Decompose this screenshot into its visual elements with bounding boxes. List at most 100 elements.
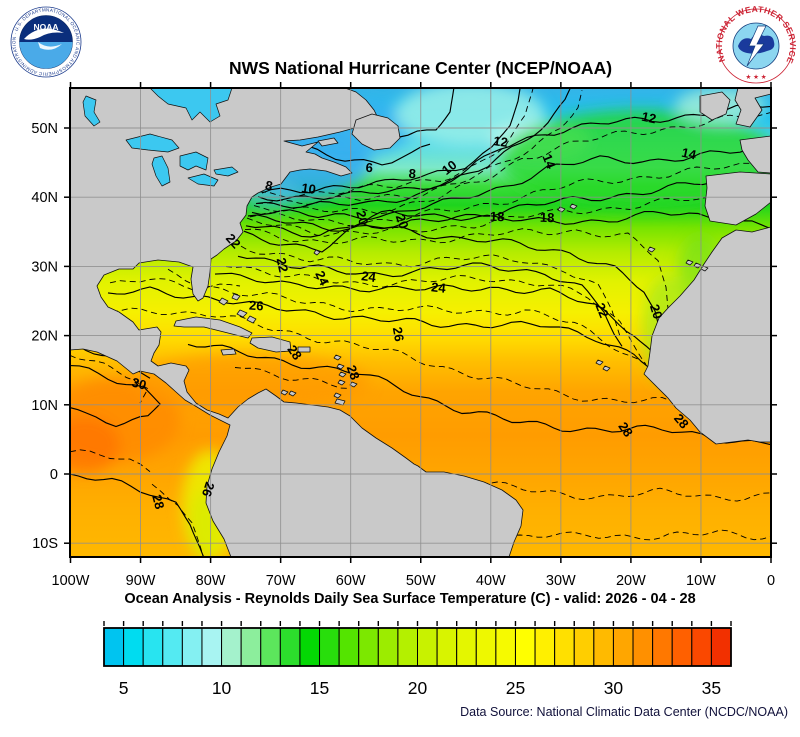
contour-label: 24 — [312, 268, 332, 288]
nws-logo: NATIONAL WEATHER SERVICE ★ ★ ★ — [716, 4, 796, 84]
cuba-island — [173, 316, 253, 339]
contour-line-18 — [245, 209, 771, 238]
contour-line-10 — [257, 88, 571, 202]
colorbar-segment — [710, 627, 732, 667]
nws-stars: ★ ★ ★ — [745, 73, 766, 81]
contour-line-28 — [187, 343, 771, 446]
contour-line-15 — [249, 162, 771, 226]
contour-label: 20 — [353, 209, 371, 227]
contour-label: 30 — [130, 375, 148, 393]
contour-label: 8 — [264, 178, 274, 194]
ireland — [699, 91, 731, 121]
contour-line-30 — [70, 365, 161, 428]
contour-label: 12 — [492, 133, 508, 150]
colorbar-tick-label: 15 — [310, 678, 329, 698]
contour-label: 26 — [249, 298, 264, 314]
axis-ticks — [64, 82, 777, 563]
x-axis-tick-label: 100W — [52, 573, 90, 589]
colorbar-segment — [103, 627, 125, 667]
y-axis-tick-label: 10S — [32, 536, 58, 552]
colorbar-segment — [260, 627, 281, 667]
contour-line-6 — [307, 143, 431, 166]
contour-line-28 — [70, 473, 205, 557]
colorbar-segment — [612, 627, 634, 667]
contour-line-12 — [255, 104, 771, 209]
contour-line-27 — [111, 307, 771, 425]
colorbar-segment — [377, 627, 399, 667]
contour-line-16 — [247, 177, 771, 232]
colorbar-segment — [456, 627, 477, 667]
contour-label: 28 — [149, 493, 167, 511]
france — [739, 135, 771, 174]
grid-lines — [70, 88, 771, 557]
contour-label: 26 — [199, 480, 218, 498]
colorbar: 5 10 15 20 25 30 35 — [103, 621, 732, 698]
colorbar-segment — [495, 627, 516, 667]
contour-line-8 — [261, 88, 521, 194]
lake-michigan — [151, 155, 171, 187]
contour-label: 24 — [360, 268, 377, 285]
newfoundland-island — [351, 113, 401, 151]
y-axis-tick-label: 10N — [31, 398, 58, 414]
colorbar-segment — [201, 627, 223, 667]
east-pacific-warm-pool — [70, 417, 120, 473]
contour-label: 26 — [390, 326, 407, 343]
contour-label: 14 — [680, 145, 698, 163]
colorbar-segment — [514, 627, 536, 667]
bahamas-islands — [218, 293, 257, 324]
colorbar-segment — [417, 627, 438, 667]
colorbar-segment — [671, 627, 693, 667]
noaa-logo: NATIONAL OCEANIC AND ATMOSPHERIC ADMINIS… — [10, 6, 82, 78]
contour-line-20 — [243, 222, 661, 332]
contour-label: 12 — [640, 109, 657, 127]
contour-label: 18 — [490, 209, 505, 224]
anticosti-island — [317, 137, 339, 147]
contour-label: 20 — [647, 302, 666, 320]
colorbar-segment — [162, 627, 183, 667]
americas-mainland — [70, 88, 524, 557]
contour-label: 6 — [365, 160, 373, 175]
colorbar-segment — [358, 627, 379, 667]
contour-label: 20 — [393, 212, 412, 231]
noaa-acronym: NOAA — [33, 22, 58, 32]
colorbar-tick-label: 20 — [408, 678, 428, 698]
contour-label: 18 — [540, 210, 555, 225]
madeira-island — [647, 246, 656, 253]
colorbar-segment — [279, 627, 301, 667]
colorbar-tick-label: 35 — [702, 678, 721, 698]
great-britain — [734, 88, 771, 128]
x-axis-tick-label: 60W — [336, 573, 366, 589]
x-axis-tick-label: 10W — [686, 573, 716, 589]
contour-label: 10 — [300, 180, 316, 197]
colorbar-segment — [240, 627, 262, 667]
contour-line-27 — [70, 449, 151, 472]
colorbar-segment — [652, 627, 673, 667]
y-axis-tick-label: 50N — [31, 121, 58, 137]
lake-superior — [125, 133, 180, 153]
cape-verde-islands — [595, 359, 611, 372]
contour-line-21 — [240, 245, 621, 337]
colorbar-segment — [397, 627, 418, 667]
contour-label: 28 — [344, 363, 363, 382]
colorbar-tick-label: 10 — [212, 678, 232, 698]
x-axis-tick-label: 40W — [476, 573, 506, 589]
x-axis-tick-label: 20W — [616, 573, 646, 589]
contour-line-14 — [251, 146, 771, 220]
contour-line-9 — [259, 88, 534, 198]
y-axis-tick-label: 30N — [31, 259, 58, 275]
x-axis-tick-label: 70W — [266, 573, 296, 589]
lake-huron — [179, 151, 209, 171]
chart-caption: Ocean Analysis - Reynolds Daily Sea Surf… — [124, 591, 696, 607]
colorbar-segment — [475, 627, 497, 667]
page-title: NWS National Hurricane Center (NCEP/NOAA… — [228, 58, 613, 78]
contour-line-29 — [70, 354, 149, 404]
y-axis-tick-label: 20N — [31, 329, 58, 345]
colorbar-segment — [632, 627, 654, 667]
contour-label: 22 — [274, 256, 292, 273]
contour-label: 8 — [408, 166, 416, 181]
colorbar-segment — [319, 627, 340, 667]
colorbar-segment — [534, 627, 556, 667]
